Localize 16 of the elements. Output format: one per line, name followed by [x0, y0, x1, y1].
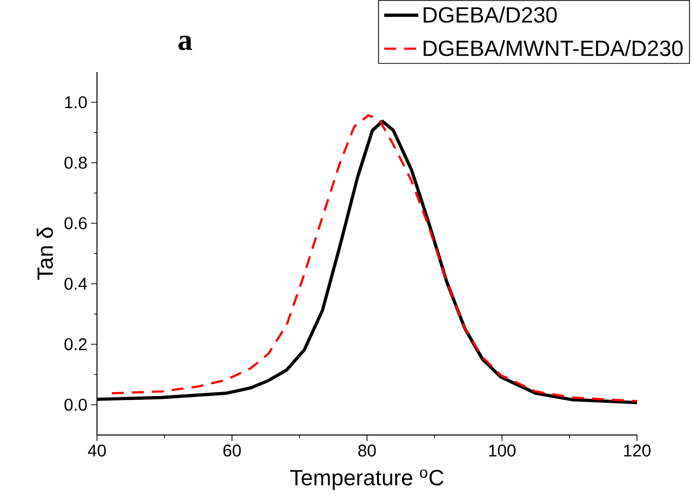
x-tick-label: 100: [489, 444, 516, 457]
chart-title: a: [178, 36, 192, 50]
y-tick-label: 0.4: [64, 278, 87, 290]
y-tick-label: 1.0: [65, 96, 87, 108]
y-tick-label: 0.0: [64, 398, 87, 411]
y-axis-title: Tan δ: [36, 228, 53, 280]
y-tick-label: 0.6: [64, 217, 87, 230]
x-tick-label: 120: [624, 444, 651, 457]
y-tick-label: 0.8: [64, 156, 87, 169]
x-tick-label: 40: [88, 444, 106, 457]
x-tick-label: 80: [358, 444, 376, 457]
legend-label: DGEBA/D230: [424, 6, 557, 23]
legend-label: DGEBA/MWNT-EDA/D230: [424, 40, 683, 56]
x-axis-title: Temperature $^{o}$C: [290, 469, 444, 490]
x-tick-label: 60: [223, 444, 241, 457]
y-tick-label: 0.2: [64, 338, 87, 350]
